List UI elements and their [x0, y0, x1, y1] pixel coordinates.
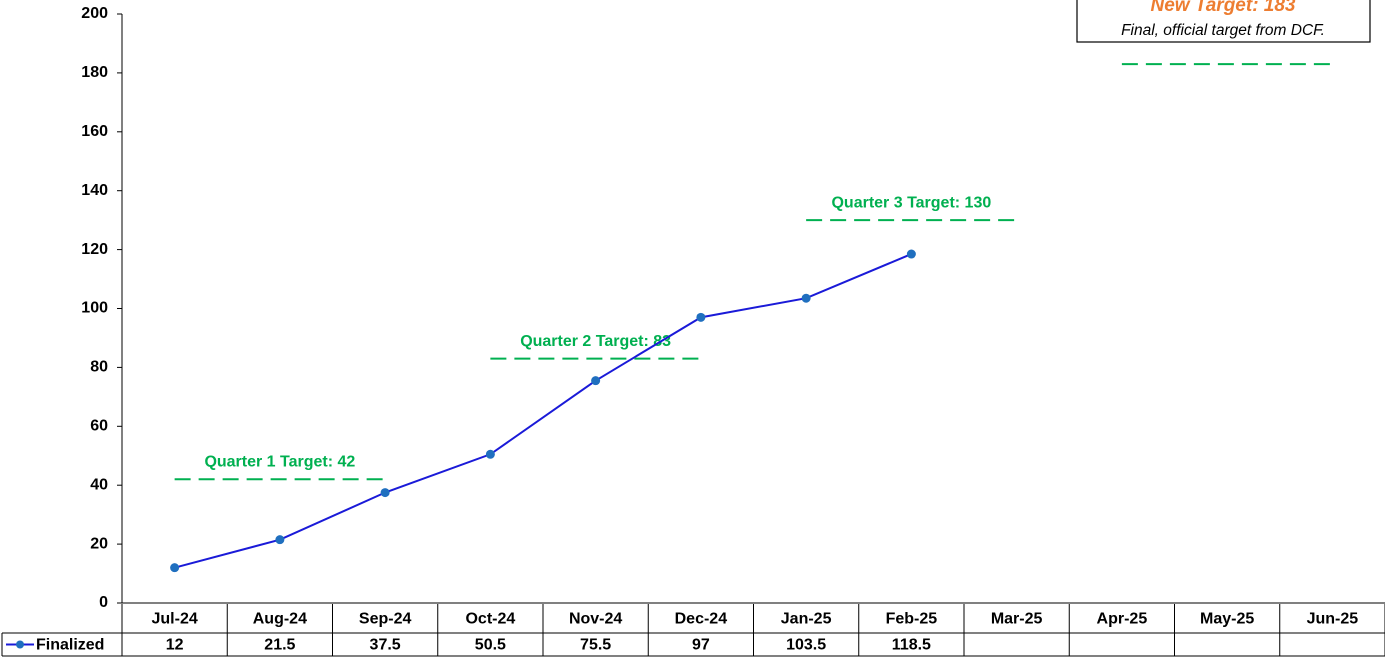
table-value: 21.5: [264, 637, 295, 654]
x-tick-label: Jun-25: [1307, 611, 1359, 628]
point: [591, 376, 601, 386]
y-tick-label: 100: [81, 300, 108, 317]
table-value: 103.5: [786, 637, 826, 654]
x-tick-label: Mar-25: [991, 611, 1043, 628]
table-value: 97: [692, 637, 710, 654]
legend-marker: [16, 640, 24, 649]
table-value: 118.5: [892, 637, 931, 654]
table-value: 75.5: [580, 637, 611, 654]
point: [801, 293, 811, 303]
point: [275, 535, 285, 545]
x-tick-label: May-25: [1200, 611, 1254, 628]
annotation-box: [1076, 0, 1371, 43]
x-tick-label: Oct-24: [465, 611, 515, 628]
table-value: 12: [166, 637, 184, 654]
table-value: 37.5: [370, 637, 401, 654]
x-tick-label: Nov-24: [569, 611, 622, 628]
legend-label: Finalized: [36, 637, 104, 654]
point: [696, 312, 706, 322]
y-tick-label: 40: [90, 476, 108, 493]
y-tick-label: 180: [81, 64, 108, 81]
y-tick-label: 0: [99, 594, 108, 611]
annotation: New Target: 183 Final, official target f…: [1076, 0, 1371, 43]
point: [906, 249, 916, 259]
y-tick-label: 80: [90, 359, 108, 376]
target-label: Quarter 1 Target: 42: [204, 454, 355, 471]
point: [170, 563, 180, 573]
point: [380, 488, 390, 498]
table-value: 50.5: [475, 637, 506, 654]
y-tick-label: 120: [81, 241, 108, 258]
x-tick-label: Feb-25: [886, 611, 938, 628]
annotation-text: Final, official target from DCF.: [1121, 22, 1325, 39]
y-tick-label: 140: [81, 182, 108, 199]
point: [485, 449, 495, 459]
x-tick-label: Jan-25: [781, 611, 832, 628]
x-tick-label: Dec-24: [675, 611, 728, 628]
y-tick-label: 60: [90, 418, 108, 435]
y-tick-label: 200: [81, 5, 108, 22]
y-tick-label: 160: [81, 123, 108, 140]
x-tick-label: Jul-24: [152, 611, 198, 628]
annotation-title: New Target: 183: [1150, 0, 1295, 16]
y-tick-label: 20: [90, 535, 108, 552]
x-tick-label: Apr-25: [1097, 611, 1148, 628]
series-line: [174, 253, 912, 569]
target-label: Quarter 3 Target: 130: [831, 194, 991, 211]
x-tick-label: Sep-24: [359, 611, 412, 628]
target-label: Quarter 2 Target: 83: [520, 333, 671, 350]
x-tick-label: Aug-24: [253, 611, 307, 628]
